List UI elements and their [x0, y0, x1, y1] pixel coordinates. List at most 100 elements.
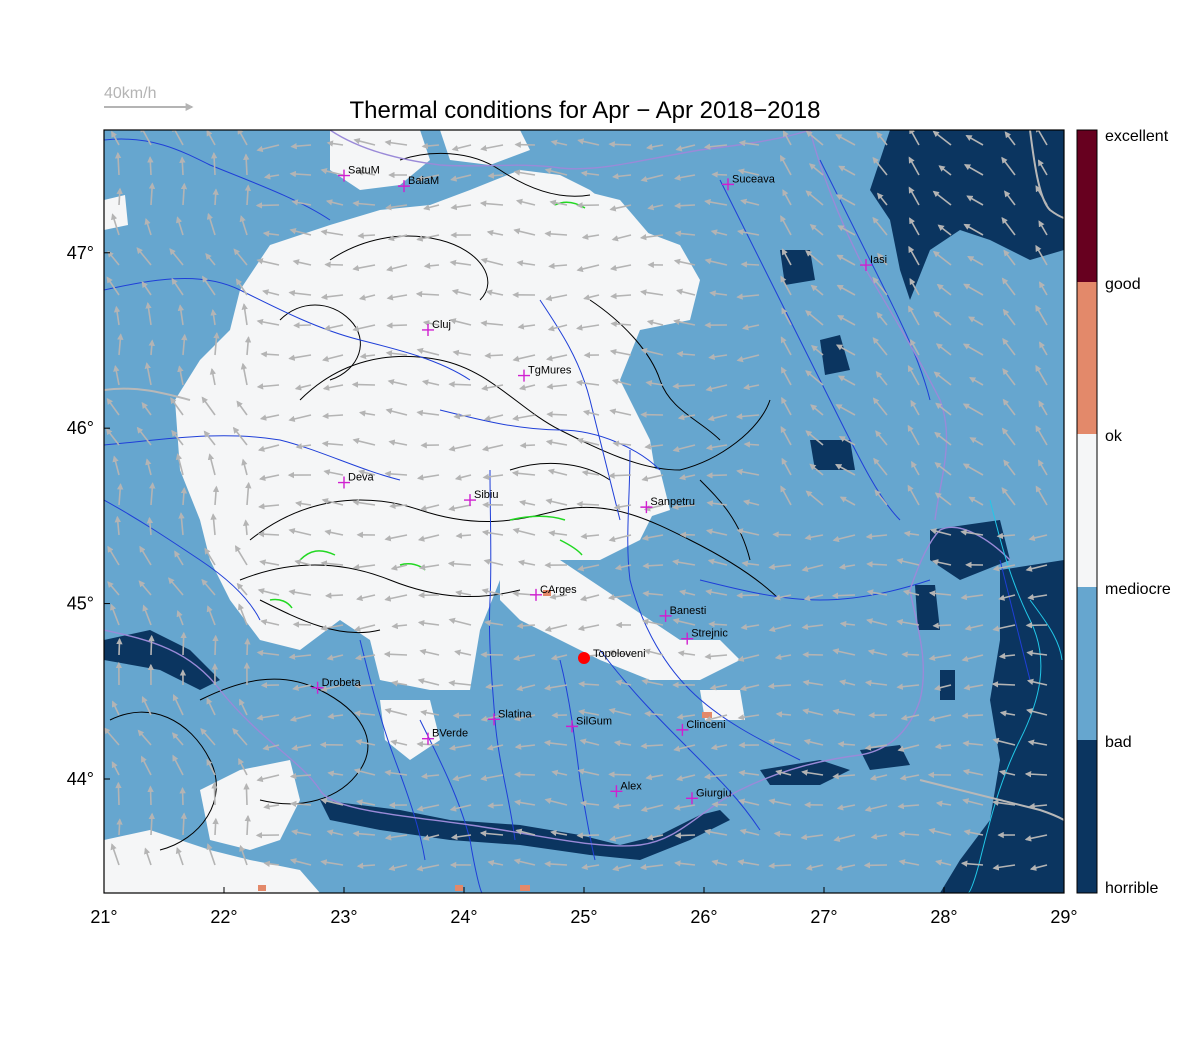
city-cross-icon: [659, 609, 672, 622]
wind-arrow: [872, 397, 888, 416]
x-axis-ticks: 21° 22° 23° 24° 25° 26° 27° 28° 29°: [90, 887, 1078, 927]
wind-arrow: [898, 859, 920, 866]
wind-arrow: [934, 743, 952, 750]
rivers: [104, 138, 1031, 893]
wind-arrow: [356, 799, 376, 806]
city-label: Giurgiu: [696, 787, 731, 799]
wind-arrow: [908, 305, 920, 326]
wind-arrow: [835, 463, 856, 476]
wind-arrow: [645, 143, 664, 151]
wind-arrow: [935, 800, 952, 807]
wind-arrow: [320, 560, 344, 567]
wind-arrow: [672, 444, 696, 453]
wind-arrow: [454, 474, 472, 481]
wind-arrow: [290, 142, 312, 150]
wind-arrow: [242, 519, 250, 536]
wind-arrow: [294, 384, 312, 391]
wind-arrow: [645, 380, 664, 387]
wind-arrow: [323, 469, 344, 476]
wind-arrow: [519, 499, 536, 507]
wind-arrow: [447, 560, 472, 567]
wind-arrow: [546, 411, 568, 418]
wind-arrow: [448, 381, 472, 388]
wind-arrow: [448, 504, 472, 512]
wind-arrow: [992, 864, 1016, 871]
wind-arrow: [1026, 708, 1048, 716]
wind-arrow: [737, 654, 760, 662]
wind-arrow: [110, 843, 120, 866]
wind-arrow: [111, 700, 120, 716]
wind-arrow: [641, 534, 664, 541]
wind-arrow: [136, 426, 152, 446]
wind-arrow: [963, 283, 984, 296]
city-marker: BaiaM: [398, 175, 439, 193]
wind-arrow: [544, 860, 568, 868]
wind-arrow: [358, 410, 376, 417]
wind-arrow: [263, 803, 280, 810]
wind-arrow: [263, 860, 280, 867]
wind-arrow: [711, 859, 728, 866]
wind-arrow: [612, 173, 632, 180]
wind-arrow: [928, 590, 952, 597]
wind-arrow: [992, 737, 1016, 746]
wind-arrow: [545, 354, 568, 362]
wind-arrow: [171, 429, 184, 446]
wind-arrow: [674, 174, 696, 181]
wind-arrow: [1037, 459, 1048, 476]
wind-arrow: [140, 755, 152, 776]
wind-arrow: [201, 396, 216, 416]
wind-arrow: [320, 293, 344, 301]
wind-arrow: [353, 710, 376, 717]
wind-arrow: [704, 653, 728, 660]
wind-arrow: [607, 594, 632, 601]
wind-arrow: [546, 383, 568, 390]
wind-arrow: [704, 828, 728, 836]
legend-label-bad: bad: [1105, 734, 1132, 751]
wind-arrow: [352, 200, 376, 207]
wind-arrow: [543, 739, 568, 747]
wind-arrow: [1002, 398, 1016, 416]
wind-arrow: [324, 261, 344, 268]
city-marker: Alex: [610, 780, 642, 798]
wind-arrow: [837, 315, 856, 326]
wind-arrow: [172, 694, 184, 716]
wind-arrow: [835, 344, 856, 356]
chart-title: Thermal conditions for Apr − Apr 2018−20…: [350, 97, 821, 124]
wind-arrow: [703, 773, 728, 780]
wind-arrow: [202, 275, 216, 296]
wind-arrow: [780, 215, 792, 236]
wind-arrow: [935, 402, 952, 416]
wind-arrow: [705, 384, 728, 392]
wind-arrow: [960, 860, 984, 867]
x-tick-label: 21°: [90, 907, 117, 927]
wind-arrow: [481, 384, 504, 391]
wind-arrow: [961, 712, 984, 719]
city-marker: Strejnic: [681, 628, 728, 645]
wind-arrow: [111, 761, 120, 776]
wind-arrow: [578, 709, 600, 716]
location-dot-icon: [578, 651, 590, 664]
wind-arrow: [294, 559, 312, 566]
wind-arrow: [180, 182, 188, 206]
city-label: Iasi: [870, 254, 887, 266]
wind-arrow: [962, 343, 984, 356]
wind-arrow: [608, 771, 632, 778]
wind-arrow: [326, 829, 344, 836]
wind-arrow: [104, 727, 120, 746]
wind-arrow: [416, 804, 440, 812]
wind-arrow: [260, 351, 280, 358]
wind-arrow: [836, 284, 856, 296]
wind-arrow: [805, 130, 824, 146]
wind-arrow: [1028, 534, 1048, 542]
wind-arrow: [117, 333, 124, 356]
wind-arrow: [288, 528, 312, 536]
wind-arrow: [483, 558, 504, 566]
wind-arrow: [352, 324, 376, 332]
wind-arrow: [232, 426, 248, 446]
wind-arrow: [833, 834, 856, 843]
wind-arrow: [352, 499, 376, 506]
wind-arrow: [781, 457, 792, 476]
wind-arrow: [998, 769, 1016, 776]
wind-arrow: [615, 679, 632, 686]
city-label: CArges: [540, 584, 577, 596]
